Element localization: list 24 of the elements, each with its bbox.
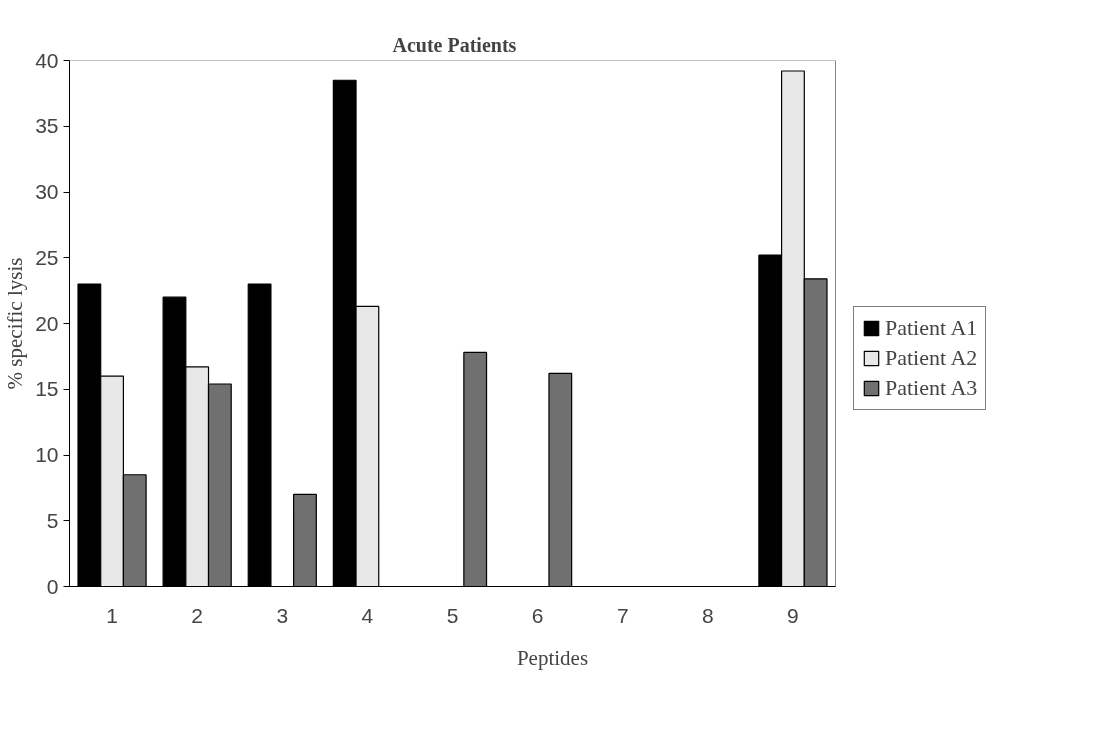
y-tick-label: 0 — [46, 574, 59, 598]
x-tick-label: 4 — [361, 603, 374, 627]
y-tick-label: 5 — [46, 508, 59, 532]
y-tick-label: 25 — [35, 245, 59, 269]
x-tick-label: 9 — [787, 603, 799, 627]
y-tick-label: 15 — [35, 377, 59, 401]
y-tick-label: 40 — [35, 48, 59, 72]
x-tick-label: 1 — [106, 603, 118, 627]
x-tick-label: 5 — [446, 603, 459, 627]
x-axis-title: Peptides — [516, 645, 589, 670]
legend-label: Patient A2 — [885, 345, 978, 371]
x-tick-label: 3 — [276, 603, 289, 627]
y-tick-label: 20 — [35, 311, 59, 335]
y-tick-label: 30 — [35, 180, 59, 203]
x-tick-label: 2 — [191, 603, 204, 627]
chart-title: Acute Patients — [392, 33, 517, 56]
x-tick-label: 7 — [616, 603, 629, 627]
y-tick-label: 35 — [35, 114, 59, 138]
x-tick-label: 6 — [531, 603, 544, 627]
legend-label: Patient A3 — [885, 375, 978, 401]
legend-label: Patient A1 — [885, 315, 978, 341]
y-tick-label: 10 — [35, 443, 59, 466]
y-axis-title: % specific lysis — [3, 257, 28, 390]
x-tick-label: 8 — [701, 603, 714, 627]
